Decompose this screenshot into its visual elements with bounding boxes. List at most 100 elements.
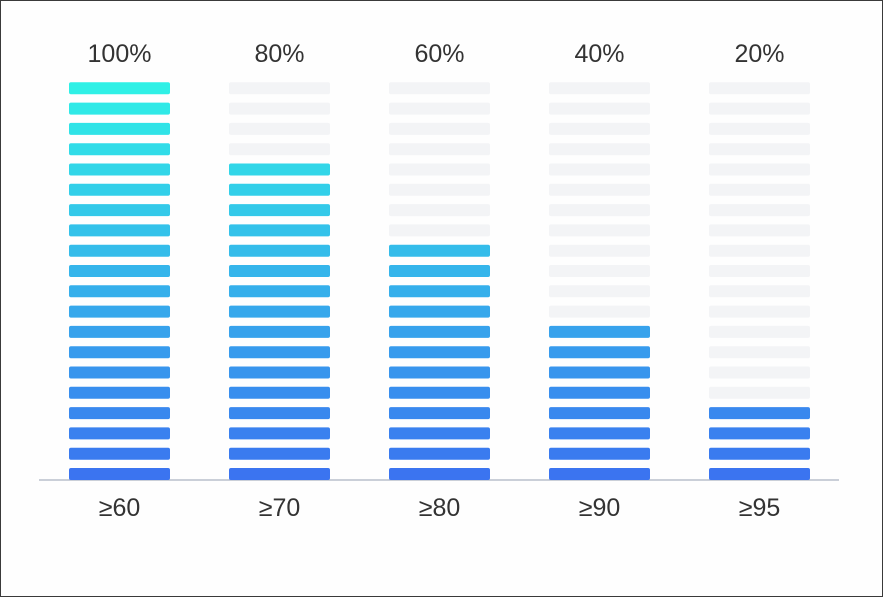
- bar-segment-filled: [69, 183, 170, 196]
- bar-segment-empty: [549, 102, 650, 115]
- bar-segment-filled: [69, 102, 170, 115]
- bar-segment-filled: [69, 305, 170, 318]
- bar-segment-empty: [709, 204, 810, 217]
- bar-segment-empty: [709, 163, 810, 176]
- bar-segment-empty: [709, 143, 810, 156]
- bar-segment-empty: [549, 143, 650, 156]
- bar-segment-filled: [69, 346, 170, 359]
- data-label: 60%: [414, 40, 464, 68]
- bar-segment-empty: [709, 386, 810, 399]
- x-tick-label: ≥70: [259, 494, 301, 522]
- bar-segment-filled: [69, 427, 170, 440]
- bar-segment-filled: [709, 468, 810, 480]
- bar-segment-empty: [549, 122, 650, 135]
- bar-segment-filled: [69, 204, 170, 217]
- bar-segment-empty: [709, 346, 810, 359]
- bar-segment-filled: [69, 224, 170, 237]
- bar-segment-empty: [389, 143, 490, 156]
- bar-3: [389, 82, 490, 480]
- bar-segment-empty: [389, 224, 490, 237]
- bar-segment-empty: [549, 224, 650, 237]
- bar-segment-filled: [69, 285, 170, 298]
- bar-segment-filled: [549, 427, 650, 440]
- bar-segment-filled: [229, 325, 330, 338]
- bar-segment-filled: [549, 366, 650, 379]
- bar-segment-filled: [389, 305, 490, 318]
- x-tick-label: ≥90: [579, 494, 621, 522]
- bar-segment-filled: [69, 468, 170, 480]
- bar-segment-filled: [389, 325, 490, 338]
- bar-segment-empty: [229, 82, 330, 95]
- bar-segment-filled: [229, 427, 330, 440]
- bar-segment-empty: [709, 366, 810, 379]
- bar-segment-filled: [549, 386, 650, 399]
- bar-segment-filled: [229, 366, 330, 379]
- bar-segment-filled: [549, 346, 650, 359]
- bar-segment-empty: [389, 163, 490, 176]
- bar-segment-empty: [709, 305, 810, 318]
- bar-segment-filled: [229, 285, 330, 298]
- bar-segment-empty: [229, 143, 330, 156]
- bar-segment-filled: [229, 305, 330, 318]
- bar-segment-filled: [389, 447, 490, 460]
- bar-segment-empty: [709, 325, 810, 338]
- bar-segment-filled: [69, 82, 170, 95]
- bar-segment-filled: [229, 265, 330, 277]
- bar-1: [69, 82, 170, 480]
- bar-segment-empty: [709, 183, 810, 196]
- bar-segment-filled: [229, 346, 330, 359]
- x-tick-label: ≥60: [99, 494, 141, 522]
- bar-4: [549, 82, 650, 480]
- bar-segment-empty: [709, 265, 810, 277]
- bar-segment-empty: [709, 224, 810, 237]
- bar-segment-filled: [549, 407, 650, 420]
- bar-segment-filled: [229, 386, 330, 399]
- bar-segment-empty: [549, 244, 650, 257]
- bar-segment-empty: [549, 285, 650, 298]
- bar-segment-empty: [709, 285, 810, 298]
- bar-segment-empty: [229, 102, 330, 115]
- bar-segment-filled: [389, 265, 490, 277]
- bar-segment-filled: [389, 407, 490, 420]
- bar-segment-filled: [69, 122, 170, 135]
- bar-segment-empty: [389, 183, 490, 196]
- bar-segment-filled: [229, 224, 330, 237]
- bar-segment-filled: [69, 265, 170, 277]
- bar-segment-filled: [709, 407, 810, 420]
- bar-segment-empty: [709, 122, 810, 135]
- bar-segment-filled: [389, 468, 490, 480]
- bar-segment-empty: [549, 204, 650, 217]
- bar-segment-filled: [69, 386, 170, 399]
- bar-segment-filled: [389, 386, 490, 399]
- bar-segment-filled: [229, 468, 330, 480]
- bar-segment-filled: [229, 183, 330, 196]
- bar-segment-filled: [69, 143, 170, 156]
- data-label: 40%: [574, 40, 624, 68]
- bar-segment-empty: [709, 244, 810, 257]
- bar-segment-filled: [549, 468, 650, 480]
- bar-segment-empty: [709, 82, 810, 95]
- bar-segment-filled: [69, 244, 170, 257]
- bar-segment-filled: [549, 447, 650, 460]
- bar-segment-filled: [69, 325, 170, 338]
- bar-segment-filled: [389, 285, 490, 298]
- bar-segment-empty: [709, 102, 810, 115]
- bar-segment-empty: [229, 122, 330, 135]
- bar-segment-filled: [69, 366, 170, 379]
- bar-segment-filled: [549, 325, 650, 338]
- data-label: 80%: [254, 40, 304, 68]
- bar-segment-filled: [709, 427, 810, 440]
- x-tick-label: ≥95: [739, 494, 781, 522]
- bar-segment-empty: [389, 82, 490, 95]
- bar-segment-filled: [229, 204, 330, 217]
- bar-segment-filled: [229, 244, 330, 257]
- data-label: 100%: [88, 40, 152, 68]
- bar-segment-empty: [389, 102, 490, 115]
- bar-segment-filled: [229, 407, 330, 420]
- bar-segment-filled: [389, 366, 490, 379]
- bar-segment-empty: [389, 204, 490, 217]
- bar-segment-filled: [69, 407, 170, 420]
- bar-segment-filled: [69, 163, 170, 176]
